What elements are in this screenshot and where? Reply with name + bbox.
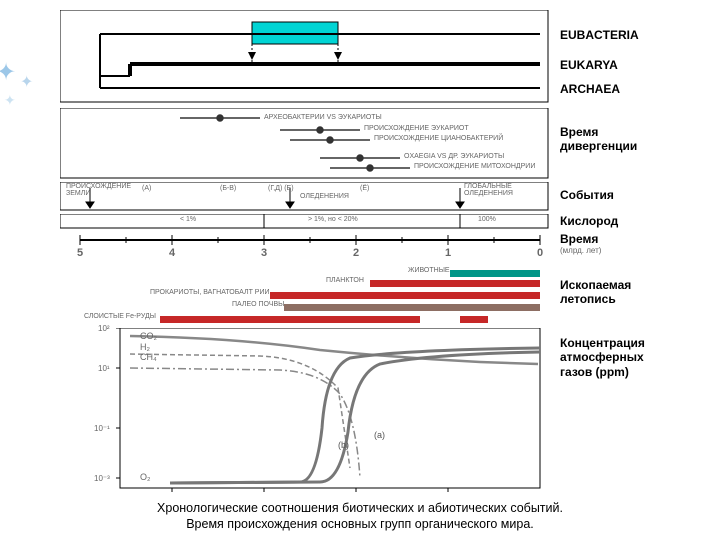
taxon-archaea: ARCHAEA	[560, 82, 620, 96]
y-102: 10²	[98, 324, 110, 333]
tick-1: 1	[445, 247, 451, 259]
ev-d: (Ё)	[360, 185, 369, 192]
div-line-3: OXAEGIA VS ДР. ЭУКАРИОТЫ	[404, 153, 504, 160]
label-gas: Концентрация атмосферных газов (ppm)	[560, 336, 660, 379]
oxy-1: > 1%, но < 20%	[308, 216, 358, 223]
caption-line-2: Время происхождения основных групп орган…	[186, 517, 534, 531]
y-101: 10¹	[98, 364, 110, 373]
svg-text:(a): (a)	[374, 430, 385, 440]
decoration-star-1: ✦	[0, 58, 16, 87]
decoration-star-2: ✦	[20, 72, 33, 92]
taxon-eubacteria: EUBACTERIA	[560, 28, 639, 42]
div-line-1: ПРОИСХОЖДЕНИЕ ЭУКАРИОТ	[364, 125, 469, 132]
y-10m3: 10⁻³	[94, 474, 110, 483]
caption-line-1: Хронологические соотношения биотических …	[157, 501, 563, 515]
caption: Хронологические соотношения биотических …	[60, 500, 660, 533]
label-divergence: Время дивергенции	[560, 125, 660, 154]
fossil-1: ПЛАНКТОН	[326, 277, 364, 284]
gas-chart-svg: (b) (a)	[60, 328, 550, 496]
y-10m1: 10⁻¹	[94, 424, 110, 433]
oxy-0: < 1%	[180, 216, 196, 223]
ev-a: (А)	[142, 185, 151, 192]
gas-co2: CO₂	[140, 332, 157, 342]
fossil-2: ПРОКАРИОТЫ, ВАГНАТОБАЛТ РИИ	[150, 289, 270, 296]
tick-3: 3	[261, 247, 267, 259]
oxy-2: 100%	[478, 216, 496, 223]
label-time: Время	[560, 232, 598, 246]
label-fossil: Ископаемая летопись	[560, 278, 660, 307]
label-oxygen: Кислород	[560, 214, 618, 228]
decoration-star-3: ✦	[4, 92, 16, 109]
gas-h2: H₂	[140, 342, 150, 352]
taxon-eukarya: EUKARYA	[560, 58, 618, 72]
svg-text:(b): (b)	[338, 440, 349, 450]
div-line-2: ПРОИСХОЖДЕНИЕ ЦИАНОБАКТЕРИЙ	[374, 135, 503, 142]
tick-0: 0	[537, 247, 543, 259]
events-glac: ОЛЕДЕНЕНИЯ	[300, 193, 349, 200]
label-events: События	[560, 188, 614, 202]
label-time-sub: (млрд. лет)	[560, 246, 601, 255]
fossil-0: ЖИВОТНЫЕ	[408, 267, 450, 274]
div-line-0: АРХЕОБАКТЕРИИ VS ЭУКАРИОТЫ	[264, 114, 382, 121]
tick-2: 2	[353, 247, 359, 259]
gas-ch4: CH₄	[140, 352, 157, 362]
oxygen-svg	[60, 214, 550, 230]
div-line-4: ПРОИСХОЖДЕНИЕ МИТОХОНДРИИ	[414, 163, 535, 170]
ev-c: (Г,Д) (Е)	[268, 185, 294, 192]
time-axis-svg	[60, 232, 560, 258]
tick-5: 5	[77, 247, 83, 259]
fossil-4: СЛОИСТЫЕ Fe-РУДЫ	[84, 313, 156, 320]
tick-4: 4	[169, 247, 175, 259]
main-figure: EUBACTERIA EUKARYA ARCHAEA АРХЕОБАКТЕРИИ…	[60, 10, 660, 500]
events-global: ГЛОБАЛЬНЫЕ ОЛЕДЕНЕНИЯ	[464, 183, 528, 197]
events-origin: ПРОИСХОЖДЕНИЕ ЗЕМЛИ	[66, 183, 126, 197]
ev-b: (Б-В)	[220, 185, 236, 192]
fossil-3: ПАЛЕО ПОЧВЫ	[232, 301, 284, 308]
cladogram-svg	[60, 10, 550, 105]
gas-o2: O₂	[140, 472, 151, 482]
